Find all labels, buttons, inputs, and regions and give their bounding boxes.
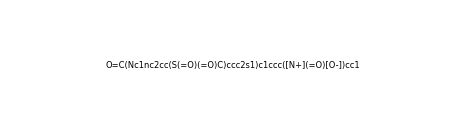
- Text: O=C(Nc1nc2cc(S(=O)(=O)C)ccc2s1)c1ccc([N+](=O)[O-])cc1: O=C(Nc1nc2cc(S(=O)(=O)C)ccc2s1)c1ccc([N+…: [106, 61, 360, 70]
